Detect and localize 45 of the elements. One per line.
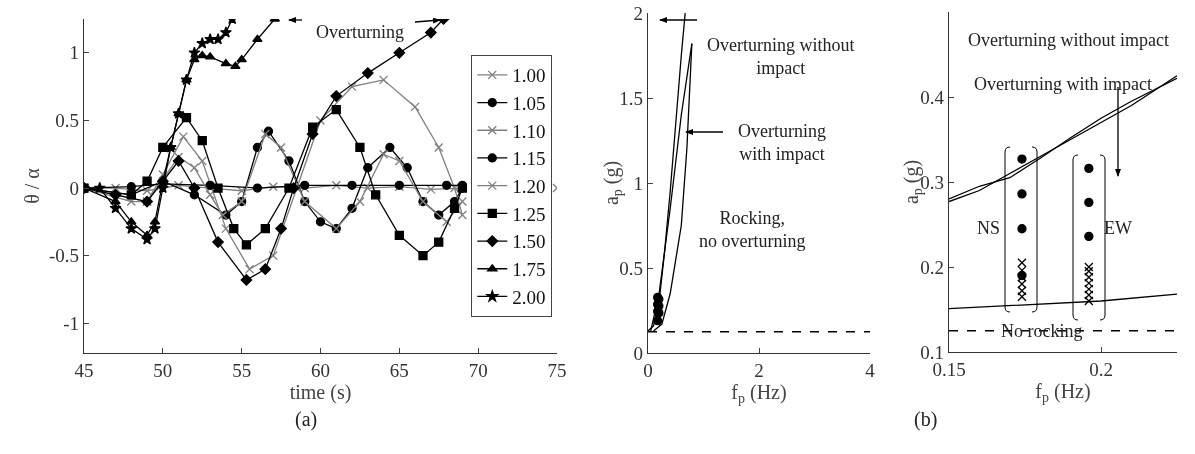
x-tick-label: 65	[389, 360, 409, 381]
legend-label: 1.25	[512, 203, 546, 225]
x-tick-label: 60	[311, 360, 330, 381]
y-tick-label: 2	[633, 2, 643, 24]
annotation: Overturning without impact	[707, 35, 855, 79]
annotation: Rocking, no overturning	[699, 208, 806, 252]
annotation: Overturning with impact	[738, 121, 826, 165]
x-tick-label: 70	[468, 360, 488, 381]
y-tick-label: 0.5	[619, 257, 643, 279]
y-tick-label: 1	[69, 42, 79, 64]
x-axis-title: time (s)	[289, 381, 352, 404]
y-axis-title: θ / α	[20, 167, 43, 204]
legend-label: 1.15	[512, 148, 546, 170]
y-tick-label: 1	[633, 172, 643, 194]
legend-label: 1.20	[512, 176, 546, 198]
legend-label: 2.00	[512, 286, 546, 308]
annotation: Overturning without impact	[968, 30, 1169, 50]
y-tick-label: 0.2	[920, 256, 944, 278]
x-tick-label: 50	[153, 360, 173, 381]
annotation: Overturning with impact	[974, 74, 1152, 94]
x-tick-label: 0.2	[1089, 359, 1113, 380]
y-tick-label: 0.5	[55, 110, 79, 132]
x-tick-label: 4	[865, 360, 876, 381]
legend-label: 1.05	[512, 92, 546, 114]
x-tick-label: 45	[74, 360, 94, 381]
x-tick-label: 75	[547, 360, 567, 381]
x-axis-title: f$_{p}$ (Hz)	[1035, 380, 1091, 406]
y-tick-label: -1	[63, 312, 79, 334]
legend-label: 1.50	[512, 231, 546, 253]
annotation: NS	[977, 218, 1001, 238]
y-tick-label: 0.4	[920, 86, 945, 108]
y-tick-label: -0.5	[48, 245, 79, 267]
annotation: No rocking	[1001, 321, 1083, 341]
legend-label: 1.10	[512, 120, 546, 142]
y-tick-label: 1.5	[619, 87, 643, 109]
text: (b)	[914, 408, 938, 431]
legend-label: 1.75	[512, 259, 546, 281]
y-tick-label: 0	[633, 342, 643, 364]
x-axis-title: f$_{p}$ (Hz)	[731, 381, 787, 407]
legend-label: 1.00	[512, 65, 546, 87]
x-tick-label: 55	[232, 360, 252, 381]
x-tick-label: 2	[754, 360, 764, 381]
annotation: Overturning	[316, 22, 404, 42]
y-tick-label: 0	[69, 177, 79, 199]
text: (a)	[295, 408, 318, 431]
